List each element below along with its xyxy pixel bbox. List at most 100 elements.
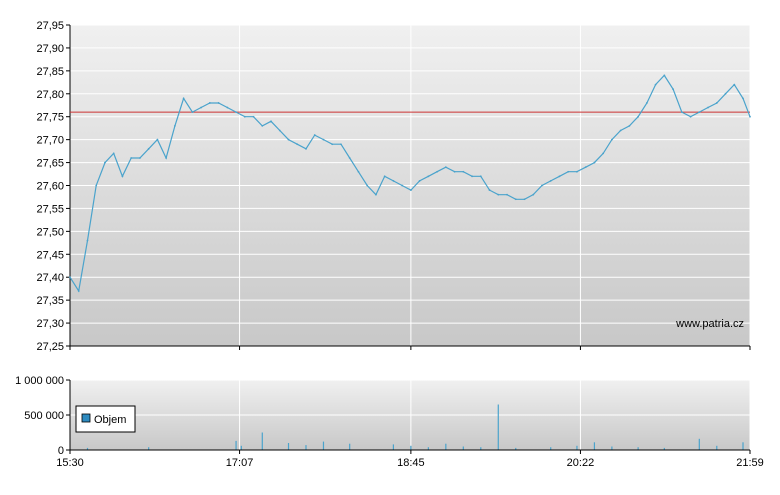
price-point xyxy=(567,170,570,173)
price-point xyxy=(576,170,578,173)
price-point xyxy=(471,175,473,178)
price-point xyxy=(112,152,115,155)
price-point xyxy=(523,198,526,201)
price-tick-label: 27,25 xyxy=(36,341,64,353)
x-tick-label: 21:59 xyxy=(736,457,764,469)
price-point xyxy=(208,102,211,104)
x-tick-label: 15:30 xyxy=(56,457,84,469)
price-point xyxy=(672,88,674,91)
price-tick-label: 27,85 xyxy=(36,66,64,78)
price-point xyxy=(541,184,543,187)
x-tick-label: 17:07 xyxy=(226,457,254,469)
price-point xyxy=(375,193,377,196)
price-point xyxy=(584,166,587,169)
price-point xyxy=(506,193,508,196)
price-point xyxy=(392,180,395,182)
price-point xyxy=(226,106,229,109)
price-point xyxy=(436,170,438,173)
price-tick-label: 27,70 xyxy=(36,135,64,147)
price-point xyxy=(200,106,203,109)
price-point xyxy=(191,111,194,114)
price-point xyxy=(680,111,683,114)
price-point xyxy=(147,147,150,150)
price-point xyxy=(637,115,640,118)
price-tick-label: 27,90 xyxy=(36,43,64,55)
price-point xyxy=(296,143,299,146)
price-point xyxy=(340,143,342,146)
price-point xyxy=(654,83,657,86)
price-point xyxy=(514,198,517,201)
price-point xyxy=(366,184,369,187)
price-point xyxy=(270,120,272,123)
price-tick-label: 27,40 xyxy=(36,272,64,284)
legend-label: Objem xyxy=(94,414,126,426)
volume-panel: 0 500 000 1 000 000 Objem xyxy=(15,375,751,457)
price-point xyxy=(348,157,351,159)
price-tick-label: 27,30 xyxy=(36,318,64,330)
price-tick-label: 27,65 xyxy=(36,158,64,170)
price-point xyxy=(742,97,744,100)
price-tick-label: 27,75 xyxy=(36,112,64,124)
price-point xyxy=(278,129,281,132)
watermark-text: www.patria.cz xyxy=(675,318,744,330)
price-point xyxy=(139,157,141,159)
price-point xyxy=(305,147,307,150)
price-point xyxy=(173,124,176,127)
price-point xyxy=(619,129,622,132)
price-tick-label: 27,60 xyxy=(36,181,64,193)
price-point xyxy=(69,276,71,279)
price-point xyxy=(733,83,736,86)
price-point xyxy=(95,184,98,187)
price-point xyxy=(252,115,255,118)
price-point xyxy=(383,175,386,178)
price-point xyxy=(698,111,701,114)
price-point xyxy=(130,157,133,159)
price-point xyxy=(724,92,727,95)
price-point xyxy=(645,102,648,104)
price-point xyxy=(261,124,264,127)
price-tick-label: 27,55 xyxy=(36,203,64,215)
price-point xyxy=(715,102,718,104)
price-point xyxy=(628,124,631,127)
price-point xyxy=(357,170,360,173)
price-point xyxy=(331,143,334,146)
price-point xyxy=(479,175,482,178)
volume-tick-label: 500 000 xyxy=(24,410,64,422)
price-point xyxy=(602,152,605,155)
price-point xyxy=(497,193,500,196)
price-point xyxy=(86,239,89,242)
price-point xyxy=(549,180,552,182)
price-point xyxy=(217,102,220,104)
price-point xyxy=(749,115,751,118)
x-tick-label: 20:22 xyxy=(567,457,595,469)
price-point xyxy=(104,161,106,164)
price-point xyxy=(707,106,709,109)
price-point xyxy=(462,170,465,173)
price-point xyxy=(401,184,404,187)
volume-tick-label: 0 xyxy=(58,445,64,457)
price-point xyxy=(689,115,692,118)
price-point xyxy=(77,290,80,292)
price-point xyxy=(409,189,412,191)
price-point xyxy=(235,111,237,114)
legend-swatch xyxy=(81,413,91,423)
price-tick-label: 27,45 xyxy=(36,249,64,261)
price-point xyxy=(165,157,168,159)
price-panel: 27,25 27,30 27,35 27,40 27,45 27,50 27,55 27,60… xyxy=(36,20,751,353)
price-point xyxy=(287,138,290,141)
price-point xyxy=(418,180,421,182)
price-point xyxy=(427,175,430,178)
price-point xyxy=(322,138,325,141)
price-point xyxy=(593,161,596,164)
price-tick-label: 27,95 xyxy=(36,20,64,32)
price-point xyxy=(453,170,456,173)
price-tick-label: 27,50 xyxy=(36,226,64,238)
price-tick-label: 27,35 xyxy=(36,295,64,307)
price-point xyxy=(182,97,185,100)
price-point xyxy=(121,175,124,178)
price-point xyxy=(313,134,316,136)
price-point xyxy=(156,138,159,141)
x-tick-label: 18:45 xyxy=(397,457,425,469)
